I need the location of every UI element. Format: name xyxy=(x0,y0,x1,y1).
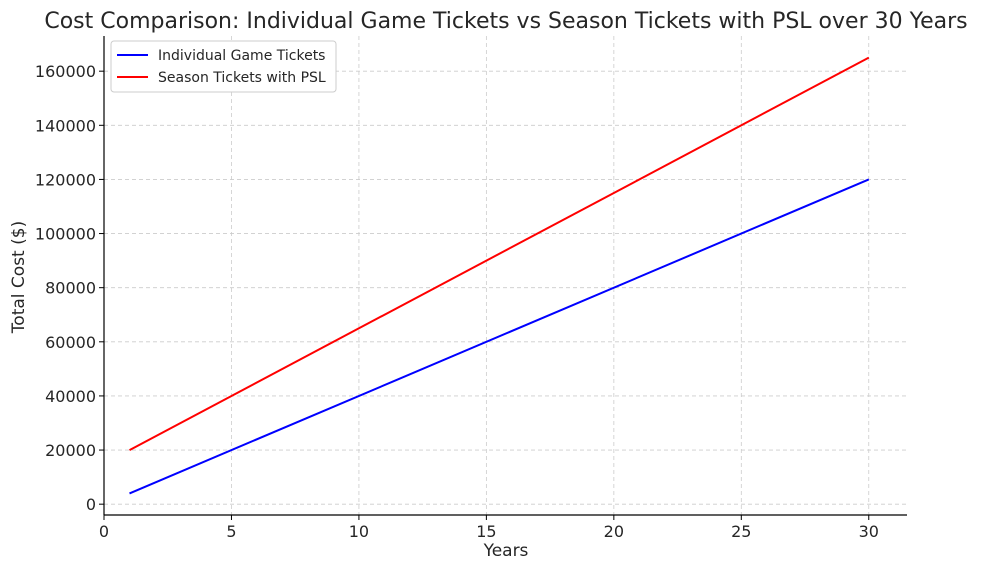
x-tick-label-0: 0 xyxy=(99,522,109,541)
legend-label-individual: Individual Game Tickets xyxy=(158,48,325,64)
y-axis-title: Total Cost ($) xyxy=(9,221,29,334)
chart-title: Cost Comparison: Individual Game Tickets… xyxy=(44,9,967,34)
y-tick-label-6: 120000 xyxy=(35,170,96,189)
y-tick-label-3: 60000 xyxy=(45,333,96,352)
y-tick-label-2: 40000 xyxy=(45,387,96,406)
x-tick-label-2: 10 xyxy=(349,522,369,541)
series-line-0 xyxy=(129,178,870,495)
legend-box xyxy=(110,40,337,93)
x-tick-label-4: 20 xyxy=(604,522,624,541)
axes-layer: 0 5 10 15 20 25 30 0 20000 40000 60000 80000 100000 1… xyxy=(35,36,907,541)
y-tick-label-0: 0 xyxy=(86,495,96,514)
x-tick-label-3: 15 xyxy=(476,522,496,541)
y-tick-label-1: 20000 xyxy=(45,441,96,460)
y-tick-label-8: 160000 xyxy=(35,62,96,81)
legend: Individual Game Tickets Season Tickets w… xyxy=(110,40,337,93)
x-tick-label-1: 5 xyxy=(226,522,236,541)
y-tick-label-4: 80000 xyxy=(45,279,96,298)
y-tick-label-7: 140000 xyxy=(35,116,96,135)
x-tick-label-5: 25 xyxy=(731,522,751,541)
series-layer xyxy=(129,56,870,495)
legend-label-season: Season Tickets with PSL xyxy=(158,70,326,86)
y-tick-label-5: 100000 xyxy=(35,225,96,244)
x-axis-title: Years xyxy=(483,541,529,561)
series-line-1 xyxy=(129,56,870,451)
x-tick-label-6: 30 xyxy=(859,522,879,541)
grid-layer xyxy=(103,36,907,515)
